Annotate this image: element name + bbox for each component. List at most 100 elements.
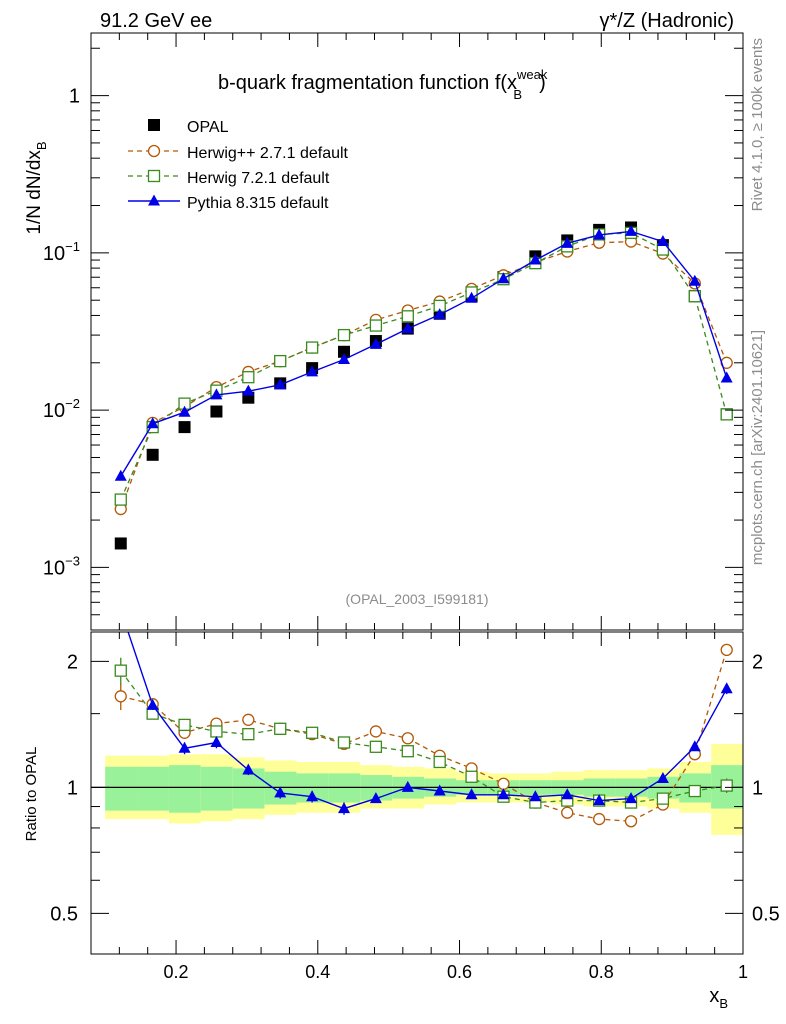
ratio-point-herwigpp — [720, 643, 733, 657]
x-tick-label: 0.4 — [305, 962, 330, 982]
main-point-pythia — [401, 322, 414, 334]
main-y-axis-label-text: 1/N dN/dx — [24, 150, 45, 235]
ratio-uncertainty-bands — [91, 743, 743, 835]
main-point-pythia — [274, 378, 287, 390]
ratio-point-pythia — [625, 792, 638, 804]
main-point-pythia — [146, 417, 159, 429]
main-point-pythia — [529, 253, 542, 265]
main-point-pythia — [178, 405, 191, 417]
main-y-tick-label-exp: −2 — [65, 396, 80, 411]
ratio-point-pythia — [306, 790, 319, 802]
legend-label-opal: OPAL — [187, 119, 229, 136]
ratio-y-tick-label-right: 0.5 — [752, 903, 780, 925]
main-line-herwig7 — [120, 232, 728, 500]
main-point-herwig7 — [242, 371, 255, 384]
ratio-point-pythia — [178, 741, 191, 753]
ratio-point-herwig7 — [305, 726, 319, 739]
ratio-point-pythia — [146, 698, 159, 710]
legend-label-pythia: Pythia 8.315 default — [187, 195, 329, 212]
ratio-point-herwig7 — [337, 736, 351, 749]
main-series-herwigpp — [114, 235, 733, 516]
main-series-pythia — [114, 224, 733, 481]
ratio-point-herwigpp — [624, 815, 638, 828]
ratio-point-pythia — [465, 788, 478, 800]
ratio-line-pythia — [127, 632, 728, 810]
legend-marker-herwigpp — [147, 144, 161, 158]
main-point-opal — [114, 537, 127, 550]
ratio-y-tick-label-left: 2 — [67, 651, 78, 673]
main-point-herwig7 — [305, 341, 319, 354]
main-point-pythia — [369, 337, 382, 349]
main-point-pythia — [433, 308, 446, 320]
main-point-herwig7 — [337, 328, 351, 342]
band-inner-bin — [137, 766, 169, 811]
ratio-point-herwig7 — [401, 745, 414, 758]
ratio-point-herwig7 — [242, 728, 255, 741]
ratio-plot-frame — [90, 631, 744, 955]
ratio-point-herwigpp — [114, 690, 127, 703]
main-point-pythia — [625, 224, 638, 236]
ratio-y-tick-label-left: 1 — [67, 777, 78, 799]
ratio-x-axis-label-text: x — [709, 985, 719, 1007]
main-y-tick-label-base: 1 — [69, 86, 80, 108]
main-plot-frame — [90, 32, 744, 631]
ratio-point-herwig7 — [688, 784, 701, 798]
main-point-opal — [178, 421, 191, 434]
main-line-pythia — [120, 230, 728, 477]
main-point-pythia — [688, 274, 701, 286]
main-point-opal — [338, 345, 351, 358]
ratio-point-herwig7 — [178, 718, 191, 732]
ratio-point-herwig7 — [114, 664, 127, 677]
main-point-pythia — [593, 228, 606, 240]
main-point-pythia — [465, 291, 478, 303]
main-point-opal — [146, 448, 159, 461]
ratio-point-herwig7 — [465, 770, 478, 783]
main-point-pythia — [338, 352, 351, 364]
ratio-point-pythia — [401, 780, 414, 792]
x-tick-label: 0.6 — [447, 962, 472, 982]
ratio-series-pythia — [127, 632, 733, 815]
legend-marker-opal — [148, 119, 160, 131]
main-line-herwigpp — [120, 240, 728, 510]
main-title-sub: B — [513, 87, 522, 102]
main-y-tick-label-base: 10 — [43, 400, 65, 422]
ratio-point-herwig7 — [369, 740, 383, 753]
ratio-point-herwigpp — [242, 713, 255, 726]
main-point-pythia — [497, 272, 510, 284]
ratio-point-pythia — [497, 788, 510, 800]
ratio-point-herwigpp — [369, 725, 383, 738]
main-y-tick-label-base: 10 — [43, 243, 65, 265]
header-right: γ*/Z (Hadronic) — [600, 10, 734, 32]
ratio-x-axis-label: xB — [709, 985, 728, 1011]
main-y-tick-label-base: 10 — [43, 557, 65, 579]
band-inner-bin — [232, 768, 265, 809]
ratio-point-herwig7 — [656, 792, 670, 805]
ratio-point-herwigpp — [401, 732, 414, 745]
band-inner-bin — [200, 766, 233, 811]
side-label-bottom: mcplots.cern.ch [arXiv:2401.10621] — [749, 330, 766, 565]
ratio-x-axis-label-sub: B — [719, 996, 728, 1011]
legend-label-herwigpp: Herwig++ 2.7.1 default — [187, 145, 349, 162]
main-title: b-quark fragmentation function f(xweak B) — [218, 67, 548, 102]
main-point-pythia — [561, 236, 574, 248]
ratio-point-herwigpp — [561, 806, 574, 819]
ratio-point-pythia — [593, 794, 606, 806]
ratio-series-group — [114, 632, 733, 828]
band-inner-bin — [168, 765, 201, 813]
ratio-y-axis-label: Ratio to OPAL — [23, 747, 40, 842]
main-title-text: b-quark fragmentation function f(x — [218, 72, 517, 94]
ratio-point-pythia — [720, 682, 733, 694]
ratio-point-herwig7 — [210, 725, 223, 738]
ratio-point-herwigpp — [592, 812, 606, 826]
ratio-point-herwigpp — [497, 777, 510, 790]
ratio-point-herwig7 — [433, 755, 446, 769]
ratio-point-pythia — [242, 763, 255, 775]
main-title-sup: weak — [516, 67, 548, 82]
main-y-tick-label: 10−1 — [43, 239, 80, 265]
main-point-opal — [210, 405, 223, 418]
band-inner-bin — [105, 766, 138, 811]
side-label-top: Rivet 4.1.0, ≥ 100k events — [749, 38, 766, 211]
legend-label-herwig7: Herwig 7.2.1 default — [187, 170, 330, 187]
main-y-axis-label-sub: B — [34, 141, 49, 150]
